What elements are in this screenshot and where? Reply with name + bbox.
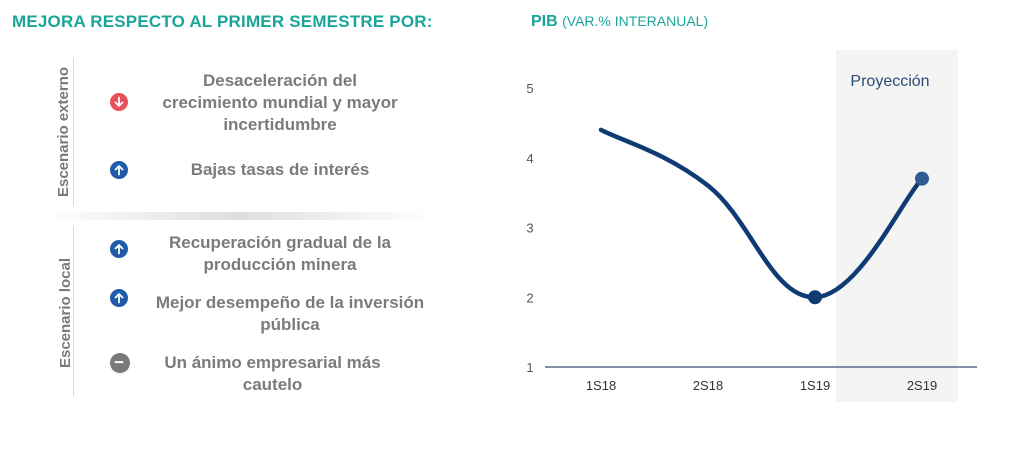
arrow-down-icon xyxy=(110,93,128,111)
projection-label: Proyección xyxy=(850,73,929,90)
factor-text-line: producción minera xyxy=(203,255,357,274)
factor-text-line: Bajas tasas de interés xyxy=(190,160,370,179)
x-tick-label: 1S18 xyxy=(586,378,616,393)
y-tick-label: 2 xyxy=(526,290,533,305)
gdp-series-line xyxy=(598,127,925,300)
chart-title-main: PIB xyxy=(531,13,558,30)
y-tick-label: 1 xyxy=(526,360,533,375)
factor-text-line: Un ánimo empresarial más xyxy=(164,353,381,372)
y-tick-label: 3 xyxy=(526,221,533,236)
local-scenario-label: Escenario local xyxy=(57,257,74,369)
factor-text-line: cautelo xyxy=(242,375,303,394)
x-tick-label: 2S18 xyxy=(693,378,723,393)
y-tick-label: 4 xyxy=(526,151,533,166)
factor-text-line: crecimiento mundial y mayor xyxy=(162,93,398,112)
arrow-up-icon xyxy=(110,289,128,307)
external-scenario-label: Escenario externo xyxy=(55,66,72,198)
local-divider-line xyxy=(73,226,74,396)
neutral-icon xyxy=(110,353,130,373)
data-point-marker xyxy=(808,290,822,305)
section-divider xyxy=(44,212,432,220)
gdp-line-chart: Proyección 1 2 3 4 5 1S18 2S18 1S19 2S19 xyxy=(526,50,977,402)
chart-title: PIB (VAR.% INTERANUAL) xyxy=(531,13,708,31)
arrow-up-icon xyxy=(110,240,128,258)
x-tick-label: 2S19 xyxy=(907,378,937,393)
left-title: MEJORA RESPECTO AL PRIMER SEMESTRE POR: xyxy=(12,12,433,31)
factor-text-line: Mejor desempeño de la inversión xyxy=(155,293,425,312)
factor-text-line: Desaceleración del xyxy=(202,71,358,90)
factor-text-line: pública xyxy=(260,315,320,334)
chart-subtitle: (VAR.% INTERANUAL) xyxy=(562,13,709,29)
projection-region xyxy=(836,50,958,402)
data-point-marker xyxy=(915,171,929,186)
factor-text-line: Recuperación gradual de la xyxy=(168,233,391,252)
arrow-up-icon xyxy=(110,161,128,179)
external-divider-line xyxy=(73,58,74,206)
y-tick-label: 5 xyxy=(526,81,533,96)
x-tick-label: 1S19 xyxy=(800,378,830,393)
factor-text-line: incertidumbre xyxy=(223,115,337,134)
